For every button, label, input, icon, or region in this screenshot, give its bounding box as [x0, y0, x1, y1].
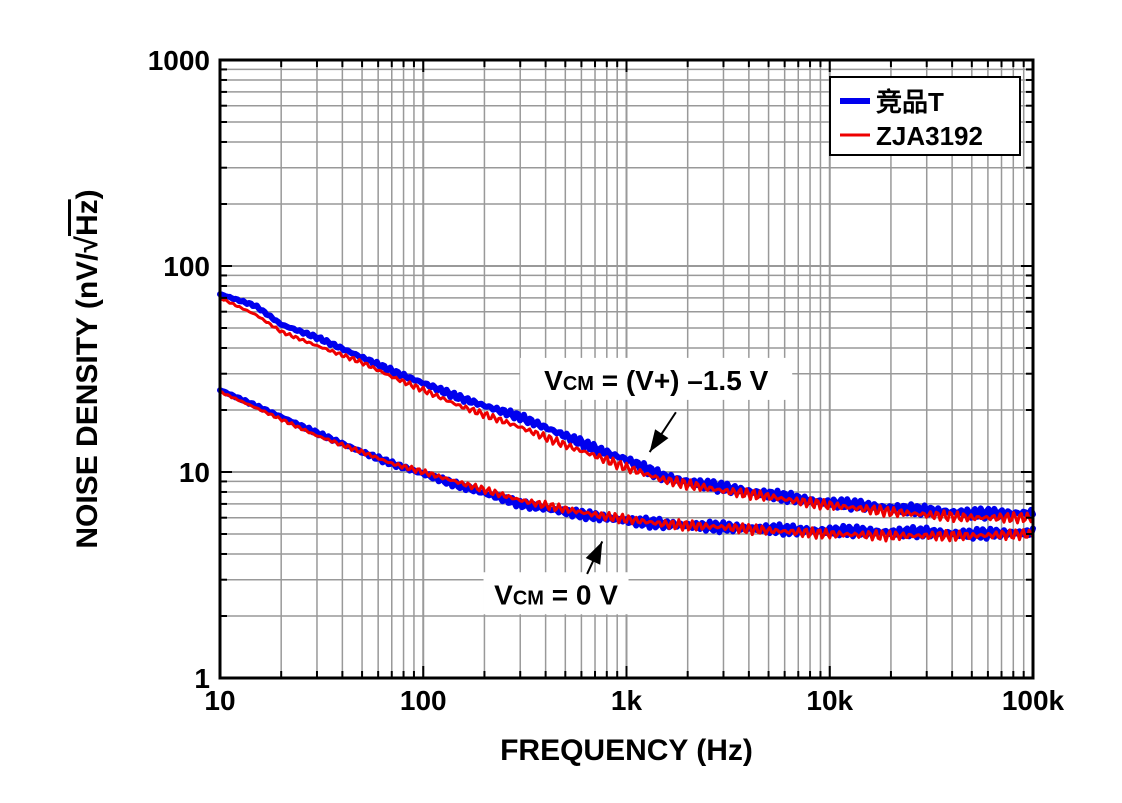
x-axis-title: FREQUENCY (Hz) [500, 734, 753, 767]
x-tick-label: 100k [1002, 685, 1065, 716]
arrowhead-icon [585, 541, 603, 565]
y-tick-label: 1 [194, 663, 210, 694]
annotation-background [520, 357, 793, 400]
annotation-v: V [494, 579, 513, 610]
tick-marks [219, 60, 1033, 679]
series-line [218, 295, 1035, 525]
series-line [218, 390, 1035, 543]
x-tick-label: 10k [806, 685, 853, 716]
y-axis-title: NOISE DENSITY (nV/√Hz) [71, 189, 104, 548]
y-axis-title-main: NOISE DENSITY (nV/ [71, 252, 104, 549]
annotation-vcm-zero: VCM = 0 V [494, 579, 618, 610]
legend-label-competitor: 竞品T [876, 87, 944, 117]
legend-label-zja3192: ZJA3192 [876, 121, 983, 151]
legend: 竞品T ZJA3192 [829, 76, 1021, 156]
annotation-subscript: CM [563, 373, 594, 395]
x-tick-label: 10 [204, 685, 235, 716]
x-tick-label: 1k [611, 685, 643, 716]
y-tick-label: 1000 [148, 45, 210, 76]
x-tick-label: 100 [400, 685, 447, 716]
annotation-rest: = (V+) –1.5 V [594, 365, 769, 396]
series-layer [217, 291, 1036, 543]
annotation-background [483, 572, 629, 615]
annotation-v: V [544, 365, 563, 396]
y-axis-title-radicand: Hz [71, 199, 104, 236]
x-tick-labels: 10 100 1k 10k 100k [204, 685, 1064, 716]
y-tick-label: 100 [163, 251, 210, 282]
y-axis-title-sqrt: √ [71, 235, 104, 252]
annotation-subscript: CM [513, 587, 544, 609]
legend-box [829, 76, 1021, 156]
y-tick-labels: 1 10 100 1000 [148, 45, 210, 694]
series-line [217, 291, 1036, 522]
annotation-rest: = 0 V [544, 579, 618, 610]
annotations: VCM = (V+) –1.5 V VCM = 0 V [483, 357, 793, 615]
arrowhead-icon [649, 429, 669, 453]
y-axis-title-close: ) [71, 189, 104, 199]
annotation-vcm-high: VCM = (V+) –1.5 V [544, 365, 768, 396]
y-tick-label: 10 [179, 457, 210, 488]
